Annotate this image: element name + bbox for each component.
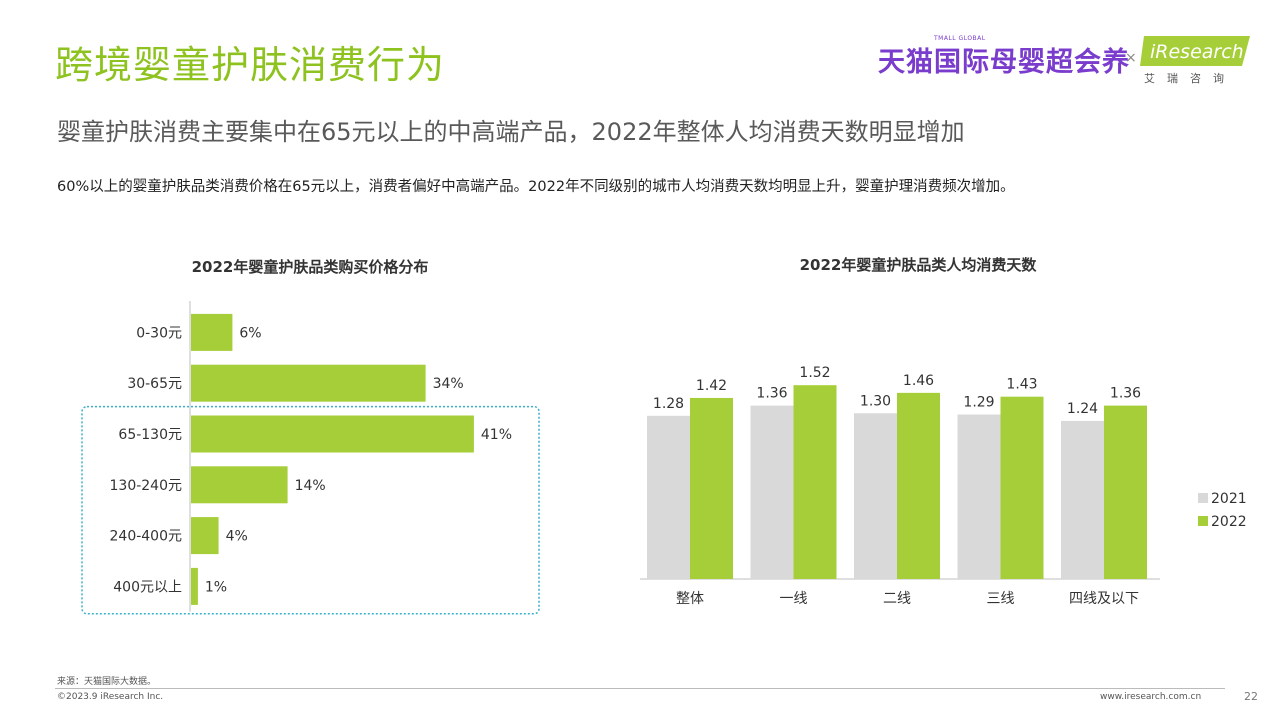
legend-swatch-2022 xyxy=(1198,516,1208,526)
category-label-5: 400元以上 xyxy=(113,579,182,595)
value-label-2022-1: 1.52 xyxy=(799,365,830,381)
iresearch-logo-cn: 艾瑞咨询 xyxy=(1144,72,1236,85)
category-label-0: 整体 xyxy=(676,591,704,607)
legend-label-2022: 2022 xyxy=(1211,514,1247,530)
value-label-1: 34% xyxy=(433,376,464,392)
bar-2022-3 xyxy=(1000,396,1044,579)
bar-2021-0 xyxy=(647,415,690,579)
value-label-0: 6% xyxy=(239,325,261,341)
value-label-2: 41% xyxy=(481,427,512,443)
value-label-2021-4: 1.24 xyxy=(1067,401,1098,417)
legend-label-2021: 2021 xyxy=(1211,491,1247,507)
footer-divider xyxy=(55,688,1225,689)
bar-2022-2 xyxy=(897,392,940,579)
tmall-global-small-label: TMALL GLOBAL xyxy=(934,35,986,42)
category-label-4: 240-400元 xyxy=(110,529,183,545)
tmall-logo-text: 天猫国际母婴超会养 xyxy=(878,47,1130,78)
source-note: 来源：天猫国际大数据。 xyxy=(57,677,157,687)
value-label-5: 1% xyxy=(205,579,227,595)
value-label-2022-0: 1.42 xyxy=(696,378,727,394)
bar-4 xyxy=(191,517,219,555)
website-link[interactable]: www.iresearch.com.cn xyxy=(1100,692,1202,702)
copyright-text: ©2023.9 iResearch Inc. xyxy=(57,692,164,702)
value-label-2021-2: 1.30 xyxy=(860,393,891,409)
bar-2022-0 xyxy=(690,397,733,579)
bar-1 xyxy=(191,364,426,402)
chart1-title: 2022年婴童护肤品类购买价格分布 xyxy=(191,258,429,276)
bar-0 xyxy=(191,313,233,351)
bar-5 xyxy=(191,567,198,605)
category-label-1: 30-65元 xyxy=(127,376,182,392)
bar-2022-4 xyxy=(1104,405,1147,579)
bar-3 xyxy=(191,466,288,504)
page-subtitle: 婴童护肤消费主要集中在65元以上的中高端产品，2022年整体人均消费天数明显增加 xyxy=(57,118,965,146)
highlight-box xyxy=(81,405,540,615)
bar-2021-3 xyxy=(957,414,1001,579)
value-label-4: 4% xyxy=(226,529,248,545)
page-description: 60%以上的婴童护肤品类消费价格在65元以上，消费者偏好中高端产品。2022年不… xyxy=(57,179,1015,195)
page-title: 跨境婴童护肤消费行为 xyxy=(55,43,446,87)
legend-swatch-2021 xyxy=(1198,493,1208,503)
value-label-2021-1: 1.36 xyxy=(756,386,787,402)
category-label-1: 一线 xyxy=(780,591,808,607)
bar-2021-4 xyxy=(1061,420,1104,579)
category-label-3: 130-240元 xyxy=(110,478,183,494)
value-label-3: 14% xyxy=(295,478,326,494)
value-label-2021-0: 1.28 xyxy=(653,396,684,412)
category-label-2: 65-130元 xyxy=(118,427,182,443)
logo-separator: × xyxy=(1125,50,1137,66)
value-label-2022-2: 1.46 xyxy=(903,373,934,389)
bar-2021-1 xyxy=(750,405,794,579)
price-distribution-chart: 0-30元 6% 30-65元 34% 65-130元 41% 130-240元 14% 240… xyxy=(81,301,540,615)
category-label-3: 三线 xyxy=(987,591,1015,607)
value-label-2022-4: 1.36 xyxy=(1110,386,1141,402)
consumption-days-chart: 1.28 1.42 整体 1.36 1.52 一线 1.30 1.46 二线 1.29 1.43 三线… xyxy=(640,365,1247,607)
page-number: 22 xyxy=(1244,690,1258,703)
value-label-2022-3: 1.43 xyxy=(1006,377,1037,393)
bar-2022-1 xyxy=(793,385,837,579)
bar-2 xyxy=(191,415,474,453)
value-label-2021-3: 1.29 xyxy=(963,395,994,411)
category-label-4: 四线及以下 xyxy=(1069,591,1139,607)
category-label-2: 二线 xyxy=(883,591,911,607)
iresearch-logo: iResearch xyxy=(1140,36,1250,66)
chart2-title: 2022年婴童护肤品类人均消费天数 xyxy=(799,256,1037,274)
bar-2021-2 xyxy=(854,413,897,579)
iresearch-logo-text: iResearch xyxy=(1150,41,1244,63)
category-label-0: 0-30元 xyxy=(136,325,182,341)
